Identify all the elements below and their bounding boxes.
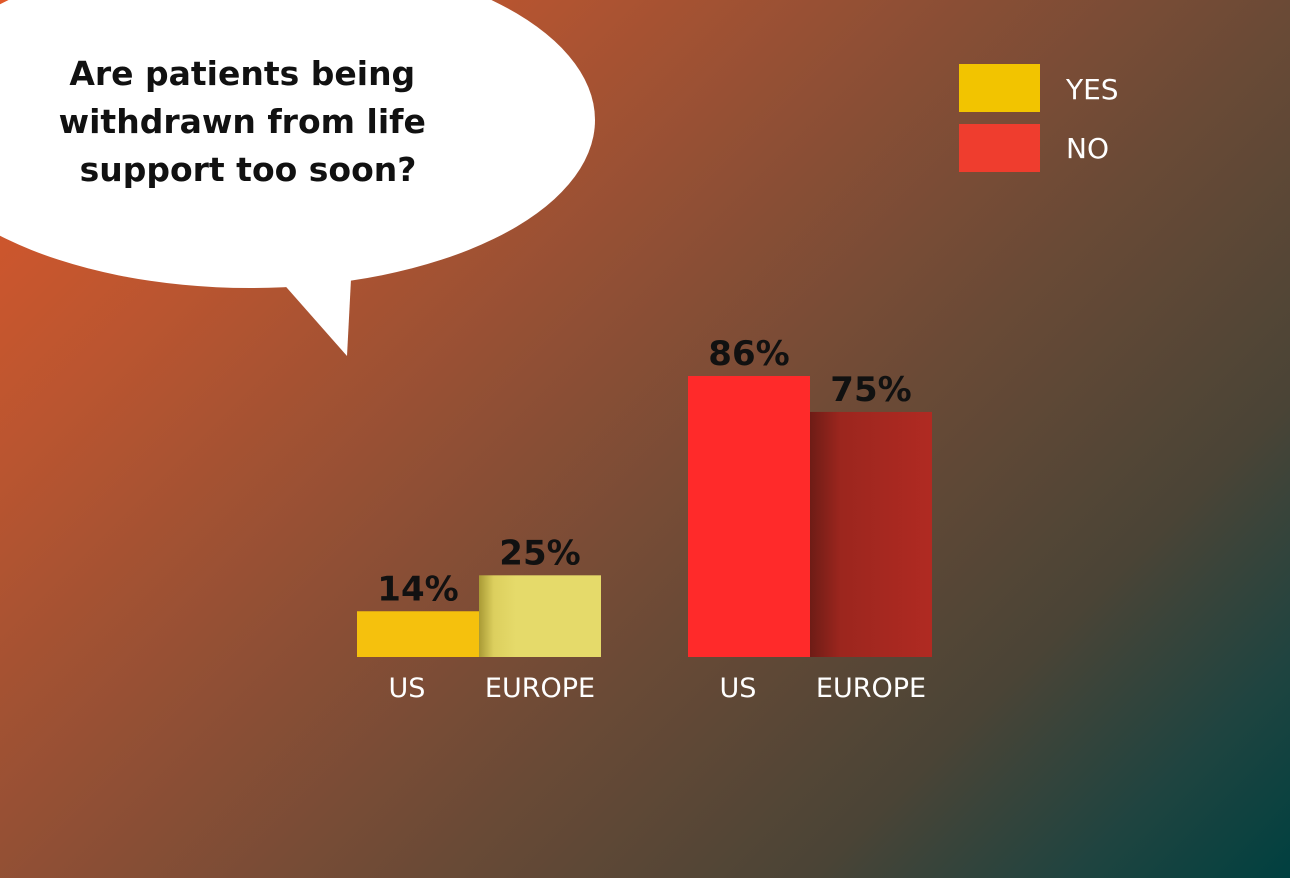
category-label-yes-us: US: [389, 673, 426, 704]
value-label-yes-europe: 25%: [499, 533, 580, 573]
chart-title-line-3: support too soon?: [80, 150, 417, 189]
legend-label-yes: YES: [1065, 73, 1119, 106]
legend-swatch-yes: [959, 64, 1040, 112]
chart-title-line-2: withdrawn from life: [59, 102, 426, 141]
category-label-no-europe: EUROPE: [816, 673, 926, 704]
value-label-no-europe: 75%: [830, 370, 911, 410]
bar-yes-us: [357, 611, 479, 657]
legend-swatch-no: [959, 124, 1040, 172]
speech-bubble: Are patients being withdrawn from life s…: [0, 0, 595, 356]
value-label-yes-us: 14%: [377, 569, 458, 609]
chart-title-line-1: Are patients being: [69, 54, 415, 93]
legend: YES NO: [959, 64, 1119, 172]
svg-text:Are patients being withd: Are patients being withdrawn from life s…: [59, 54, 438, 189]
bars: [357, 376, 932, 657]
category-label-no-us: US: [720, 673, 757, 704]
legend-label-no: NO: [1066, 132, 1109, 165]
value-label-no-us: 86%: [708, 334, 789, 374]
category-label-yes-europe: EUROPE: [485, 673, 595, 704]
bar-yes-europe: [479, 575, 601, 657]
bar-no-europe: [810, 411, 932, 657]
bar-labels: 14% US 25% EUROPE 86% US 75% EUROPE: [377, 334, 926, 704]
bar-no-us: [688, 376, 810, 657]
